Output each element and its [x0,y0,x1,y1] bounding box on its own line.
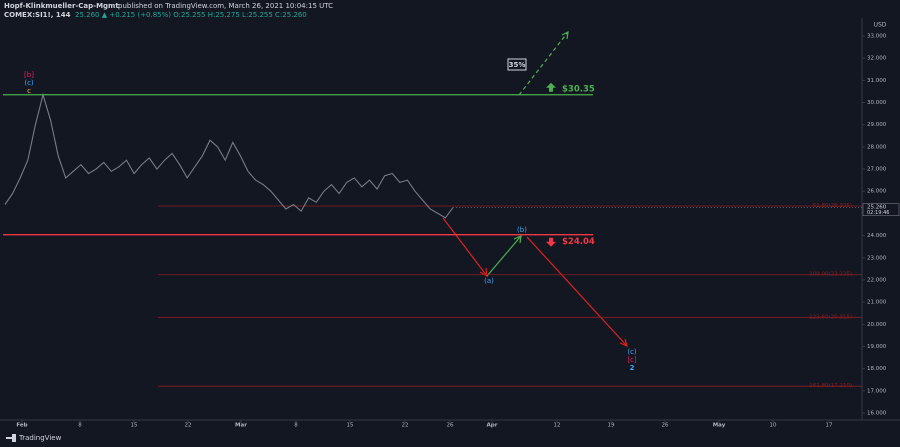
y-tick-label: 32.000 [867,56,887,62]
wave-label: [c] [627,356,637,364]
target-label: 35% [509,61,526,69]
x-tick-label: 12 [554,423,561,429]
y-tick-label: 26.000 [867,189,887,195]
x-tick-label: 19 [608,423,615,429]
y-tick-label: 21.000 [867,300,887,306]
arrowhead [619,338,628,348]
y-tick-label: 24.000 [867,233,887,239]
y-tick-label: 30.000 [867,100,887,106]
x-tick-label: 8 [78,423,82,429]
y-tick-label: 19.000 [867,344,887,350]
y-tick-label: 29.000 [867,122,887,128]
fib-label: 161.80(17.210) [809,383,852,389]
price-line [4,92,454,219]
arrowhead [513,235,522,244]
y-tick-label: 28.000 [867,144,887,150]
y-tick-label: 22.000 [867,277,887,283]
wave-label: (c) [627,348,637,356]
x-tick-label: 17 [826,423,833,429]
y-tick-label: 16.000 [867,411,887,417]
x-tick-label: Apr [487,423,498,429]
logo-icon [6,434,16,442]
x-tick-label: 8 [294,423,298,429]
x-tick-label: 26 [662,423,669,429]
y-tick-label: 18.000 [867,366,887,372]
arrow [442,217,488,277]
level-label: $24.04 [562,237,595,247]
wave-label: (c) [24,79,34,87]
y-unit: USD [874,22,887,29]
y-tick-label: 23.000 [867,255,887,261]
countdown: 02:19:46 [867,210,889,216]
quote: 25.260 ▲ +0.215 (+0.85%) O:25.255 H:25.2… [75,11,307,19]
level-arrow [546,82,556,92]
wave-label: (b) [517,226,527,234]
arrowhead [561,30,569,40]
x-tick-label: 22 [402,423,409,429]
symbol: COMEX:SI1!, 144 [4,11,71,19]
arrow [486,235,522,277]
y-tick-label: 27.000 [867,167,887,173]
arrow [526,236,628,347]
last-price-tag [862,203,900,216]
wave-arrows [442,30,628,348]
wave-label: 2 [630,364,635,372]
publisher: Hopf-Klinkmueller-Cap-Mgmt [4,2,119,10]
fib-label: 123.60(20.315) [809,314,852,320]
level-arrow [546,237,556,247]
x-tick-label: 26 [447,423,454,429]
logo-text: TradingView [18,434,62,442]
level-label: $30.35 [562,84,595,94]
x-tick-label: 15 [347,423,354,429]
last-price-label: 25.260 [867,205,887,211]
wave-label: (a) [484,277,494,285]
x-tick-label: Feb [16,423,27,429]
x-tick-label: May [713,423,726,429]
published: published on TradingView.com, March 26, … [118,2,333,10]
wave-label: [b] [24,71,34,79]
target-box [507,58,527,71]
fib-label: 100.00(22.235) [809,272,852,278]
x-tick-label: 22 [185,423,192,429]
fib-label: 61.80(25.335) [813,203,852,209]
y-tick-label: 20.000 [867,322,887,328]
wave-label: c [27,87,31,95]
y-tick-label: 17.000 [867,388,887,394]
y-tick-label: 33.000 [867,34,887,40]
dashed-arrow [518,31,569,96]
x-tick-label: 15 [131,423,138,429]
x-tick-label: Mar [235,423,247,429]
y-tick-label: 31.000 [867,78,887,84]
x-tick-label: 10 [770,423,777,429]
